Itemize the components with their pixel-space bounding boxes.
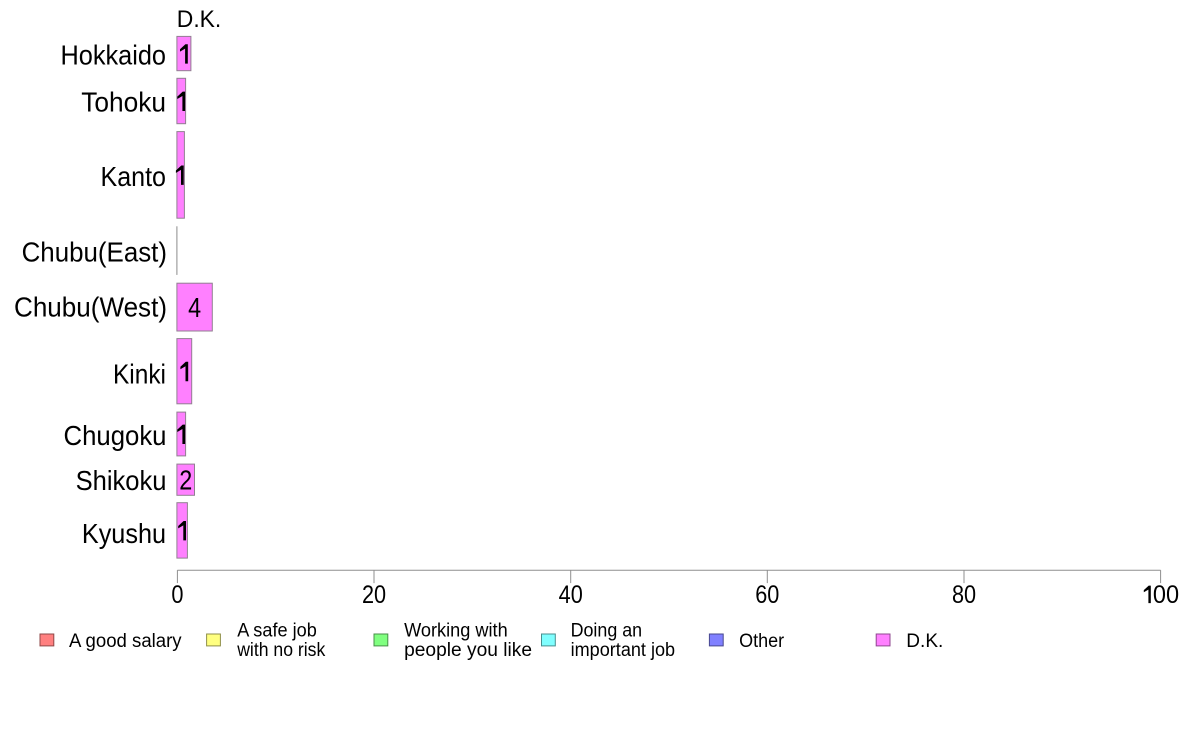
svg-text:60: 60 (755, 581, 779, 609)
svg-text:Working with: Working with (404, 620, 508, 641)
svg-text:D.K.: D.K. (177, 6, 222, 33)
svg-text:40: 40 (559, 581, 583, 609)
svg-text:with no risk: with no risk (236, 640, 325, 661)
svg-text:Doing an: Doing an (571, 620, 643, 641)
svg-text:4: 4 (188, 292, 201, 323)
svg-text:Chugoku: Chugoku (64, 420, 167, 451)
svg-text:80: 80 (952, 581, 976, 609)
svg-text:Tohoku: Tohoku (81, 87, 166, 118)
svg-text:Kyushu: Kyushu (82, 518, 166, 549)
svg-text:Hokkaido: Hokkaido (61, 40, 167, 71)
svg-text:Kanto: Kanto (101, 161, 167, 192)
svg-text:Chubu(East): Chubu(East) (22, 237, 167, 268)
svg-text:Kinki: Kinki (113, 359, 166, 390)
svg-text:A safe job: A safe job (237, 620, 317, 641)
svg-text:2: 2 (179, 465, 192, 496)
svg-text:A good salary: A good salary (69, 631, 182, 652)
svg-text:Chubu(West): Chubu(West) (14, 292, 167, 323)
svg-text:people you like: people you like (404, 640, 532, 661)
svg-text:Other: Other (739, 631, 785, 652)
svg-text:Shikoku: Shikoku (76, 465, 167, 496)
svg-text:important job: important job (571, 640, 676, 661)
svg-text:20: 20 (362, 581, 386, 609)
svg-text:0: 0 (171, 581, 183, 609)
svg-text:00: 00 (1153, 581, 1179, 609)
svg-text:D.K.: D.K. (906, 631, 943, 652)
